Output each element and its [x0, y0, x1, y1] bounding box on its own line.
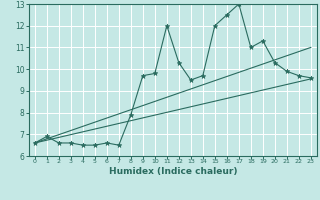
- X-axis label: Humidex (Indice chaleur): Humidex (Indice chaleur): [108, 167, 237, 176]
